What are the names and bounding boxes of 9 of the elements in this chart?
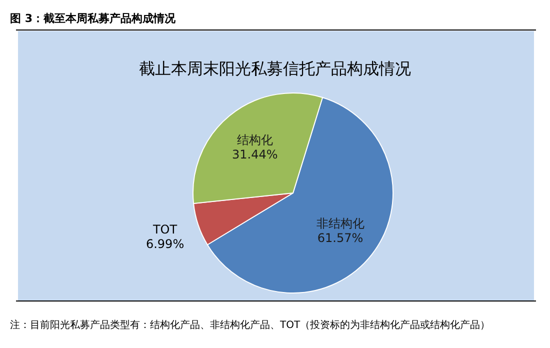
slice-label: TOT (152, 222, 178, 237)
data-label: 31.44% (232, 148, 278, 162)
data-label: 6.99% (146, 237, 184, 252)
data-label: 61.57% (317, 230, 364, 245)
chart-subtitle: 截止本周末阳光私募信托产品构成情况 (139, 59, 411, 78)
chart-title: 图 3：截至本周私募产品构成情况 (10, 12, 176, 25)
text: 注：目前阳光私募产品类型有：结构化产品、非结构化产品、TOT（投资标的为非结构化产品或结构化产品） (10, 319, 490, 331)
slice-label: 非结构化 (316, 216, 364, 231)
slice-label: 结构化 (236, 133, 273, 148)
